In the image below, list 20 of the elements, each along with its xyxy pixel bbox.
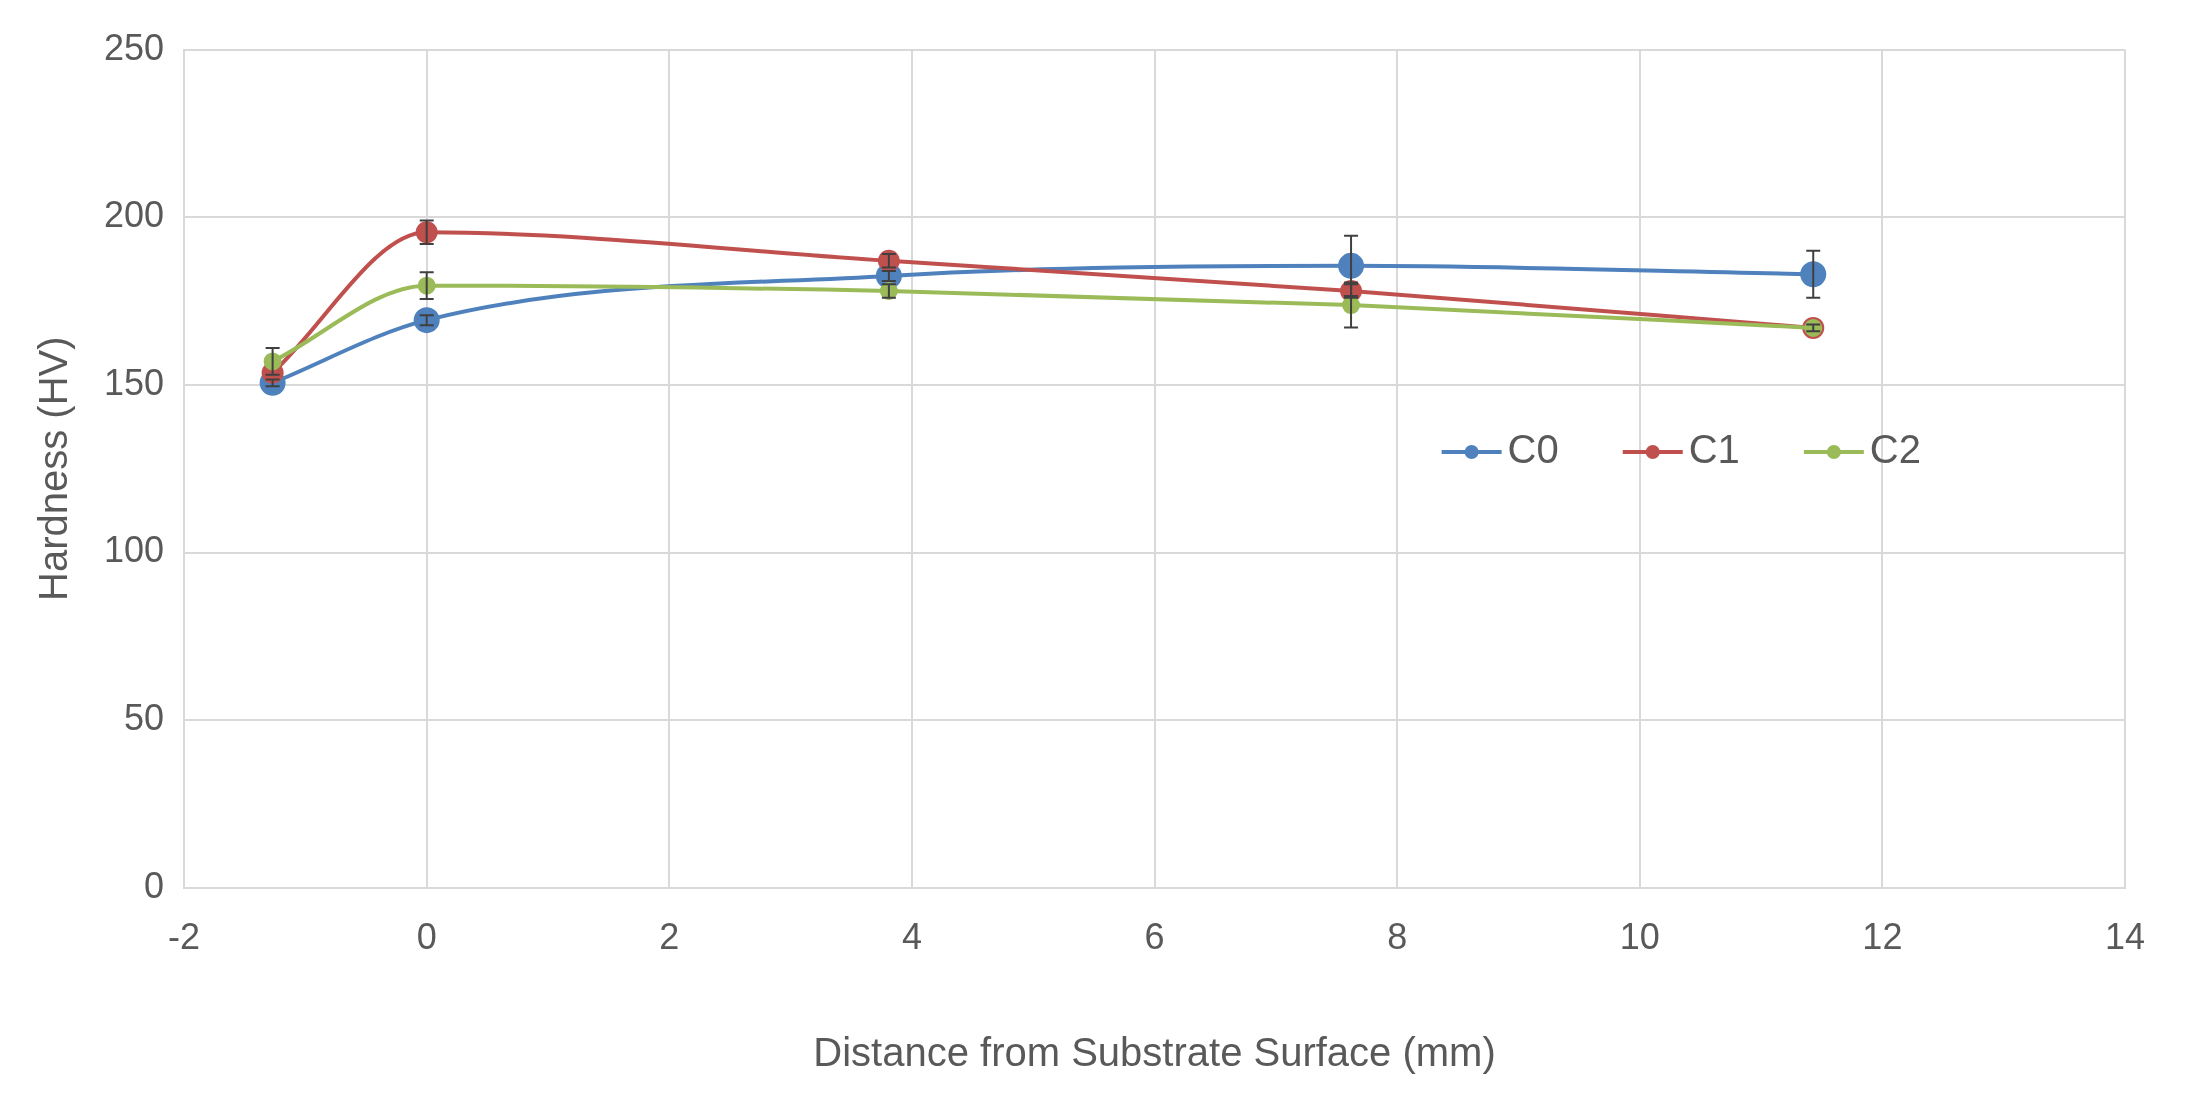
x-tick-label: -2	[168, 916, 201, 958]
x-tick-label: 2	[659, 916, 680, 958]
x-tick-label: 12	[1862, 916, 1903, 958]
y-tick-label: 150	[103, 361, 165, 403]
y-tick-label: 0	[144, 864, 165, 906]
y-axis-title: Hardness (HV)	[31, 336, 76, 601]
x-tick-label: 0	[416, 916, 437, 958]
y-tick-label: 100	[103, 529, 165, 571]
y-tick-label: 50	[124, 697, 165, 739]
x-tick-label: 10	[1619, 916, 1660, 958]
x-tick-label: 8	[1387, 916, 1408, 958]
legend-label: C2	[1869, 426, 1922, 471]
y-tick-label: 200	[103, 194, 165, 236]
x-tick-label: 4	[901, 916, 922, 958]
x-axis-title: Distance from Substrate Surface (mm)	[813, 1030, 1496, 1075]
x-tick-label: 14	[2104, 916, 2146, 958]
x-tick-label: 6	[1144, 916, 1165, 958]
y-tick-label: 250	[103, 26, 165, 68]
legend-label: C0	[1507, 426, 1559, 471]
legend-label: C1	[1688, 426, 1740, 471]
